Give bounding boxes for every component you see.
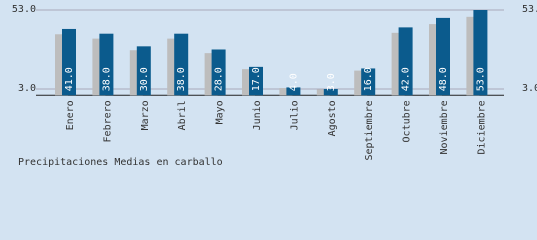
bar-value-label: 42.0 <box>401 67 412 91</box>
bar <box>174 33 189 96</box>
bar-value-label: 38.0 <box>101 67 112 91</box>
bar-shadow <box>279 88 293 96</box>
y-tick-label: 3.0 <box>522 83 537 94</box>
background <box>0 0 537 174</box>
y-tick-label: 53.0 <box>522 4 537 15</box>
x-tick-label: Marzo <box>140 100 151 130</box>
bar-value-label: 3.0 <box>326 73 337 91</box>
bar-value-label: 4.0 <box>288 73 299 91</box>
bar <box>211 49 226 96</box>
x-tick-label: Octubre <box>402 100 413 142</box>
bar <box>398 27 413 96</box>
bar-value-label: 41.0 <box>64 67 75 91</box>
x-tick-label: Febrero <box>102 100 113 142</box>
bar <box>361 68 376 96</box>
x-tick-label: Abril <box>177 100 188 130</box>
bar-value-label: 53.0 <box>475 67 486 91</box>
bar <box>136 46 151 96</box>
bar <box>436 17 450 96</box>
y-tick-label: 53.0 <box>12 4 36 15</box>
bar-value-label: 28.0 <box>214 67 225 91</box>
bar-value-label: 16.0 <box>363 67 374 91</box>
x-tick-label: Noviembre <box>439 100 450 154</box>
x-tick-label: Julio <box>289 100 300 130</box>
bar <box>99 33 114 96</box>
x-tick-label: Septiembre <box>364 100 375 160</box>
bar <box>62 28 76 96</box>
x-tick-label: Mayo <box>215 100 226 124</box>
chart-title: Precipitaciones Medias en carballo <box>18 157 223 168</box>
chart: Precipitaciones Medias en carballo 3.0 3.… <box>0 0 537 174</box>
bar-shadow <box>316 89 330 96</box>
x-tick-label: Diciembre <box>476 100 487 154</box>
x-tick-label: Agosto <box>327 100 338 136</box>
bar-value-label: 38.0 <box>176 67 187 91</box>
x-tick-label: Enero <box>65 100 76 130</box>
bar <box>249 66 263 96</box>
bar-value-label: 17.0 <box>251 67 262 91</box>
y-tick-label: 3.0 <box>18 83 36 94</box>
bar <box>286 87 301 96</box>
bar <box>323 88 338 96</box>
x-tick-label: Junio <box>252 100 263 130</box>
bar-value-label: 48.0 <box>438 67 449 91</box>
bar <box>473 10 488 96</box>
bar-value-label: 30.0 <box>139 67 150 91</box>
